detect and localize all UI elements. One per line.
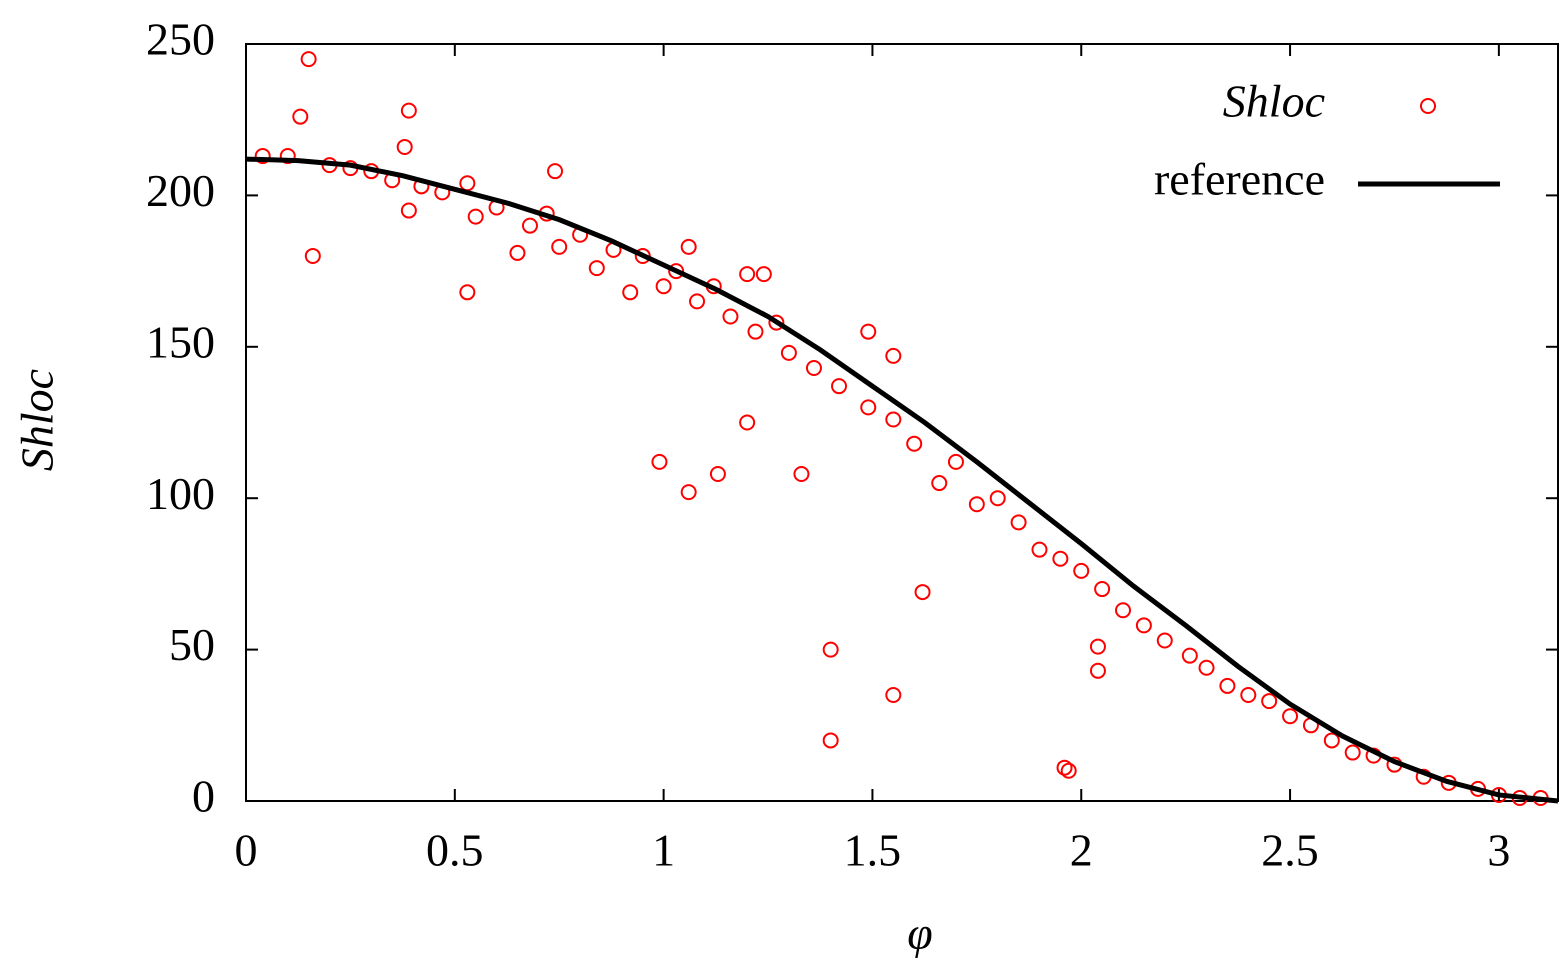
y-tick-label: 100 [146, 468, 215, 519]
scatter-point [459, 284, 476, 301]
scatter-point [1156, 632, 1173, 649]
scatter-point [739, 266, 756, 283]
scatter-point [521, 217, 538, 234]
scatter-point [689, 293, 706, 310]
scatter-point [989, 490, 1006, 507]
y-tick-label: 50 [169, 619, 215, 670]
scatter-point [622, 284, 639, 301]
y-tick-label: 250 [146, 14, 215, 65]
x-tick-label: 2.5 [1261, 825, 1319, 876]
scatter-point [709, 465, 726, 482]
scatter-point [680, 484, 697, 501]
scatter-point [509, 244, 526, 261]
reference-line [245, 156, 1559, 804]
x-tick-label: 0 [235, 825, 258, 876]
y-tick-label: 150 [146, 316, 215, 367]
scatter-point [755, 266, 772, 283]
scatter-point [747, 323, 764, 340]
scatter-point [822, 641, 839, 658]
y-tick-label: 200 [146, 165, 215, 216]
scatter-point [1198, 659, 1215, 676]
scatter-point [1219, 677, 1236, 694]
scatter-point [655, 278, 672, 295]
x-tick-label: 1 [652, 825, 675, 876]
scatter-point [547, 163, 564, 180]
scatter-point [1282, 708, 1299, 725]
scatter-point [254, 148, 271, 165]
scatter-point [1240, 687, 1257, 704]
scatter-point [885, 411, 902, 428]
legend-label: reference [1154, 154, 1325, 205]
scatter-point [885, 347, 902, 364]
scatter-point [931, 475, 948, 492]
scatter-point [1056, 759, 1073, 776]
scatter-point [860, 323, 877, 340]
scatter-point [914, 584, 931, 601]
scatter-point [1060, 762, 1077, 779]
scatter-point [588, 260, 605, 277]
x-tick-label: 2 [1070, 825, 1093, 876]
scatter-point [822, 732, 839, 749]
scatter-point [467, 208, 484, 225]
scatter-point [793, 465, 810, 482]
scatter-point [947, 453, 964, 470]
scatter-point [1115, 602, 1132, 619]
scatter-point [651, 453, 668, 470]
scatter-point [831, 378, 848, 395]
legend-marker [1420, 98, 1436, 114]
scatter-point [780, 344, 797, 361]
y-axis-label: Shloc [12, 369, 63, 471]
plot-frame [245, 43, 1559, 802]
scatter-point [396, 138, 413, 155]
scatter-point [1181, 647, 1198, 664]
scatter-point [1344, 744, 1361, 761]
scatter-point [1031, 541, 1048, 558]
scatter-point [885, 687, 902, 704]
scatter-point [300, 51, 317, 68]
x-axis-label: φ [907, 908, 932, 959]
scatter-point [1261, 693, 1278, 710]
scatter-point [722, 308, 739, 325]
scatter-point [1135, 617, 1152, 634]
scatter-point [459, 175, 476, 192]
scatter-point [279, 148, 296, 165]
x-tick-label: 3 [1487, 825, 1510, 876]
scatter-point [668, 263, 685, 280]
scatter-point [1073, 562, 1090, 579]
scatter-point [805, 359, 822, 376]
x-tick-label: 1.5 [844, 825, 902, 876]
scatter-point [551, 238, 568, 255]
scatter-point [906, 435, 923, 452]
x-tick-label: 0.5 [426, 825, 484, 876]
y-tick-label: 0 [192, 771, 215, 822]
scatter-point [1052, 550, 1069, 567]
scatter-point [768, 314, 785, 331]
scatter-point [680, 238, 697, 255]
scatter-point [1323, 732, 1340, 749]
scatter-point [1010, 514, 1027, 531]
scatter-point [739, 414, 756, 431]
scatter-point [400, 202, 417, 219]
scatter-point [292, 108, 309, 125]
scatter-point [304, 247, 321, 264]
scatter-point [1094, 581, 1111, 598]
scatter-point [400, 102, 417, 119]
scatter-point [1089, 638, 1106, 655]
scatter-point [1089, 662, 1106, 679]
scatter-point [968, 496, 985, 513]
legend-label: Shloc [1223, 76, 1325, 127]
scatter-point [860, 399, 877, 416]
